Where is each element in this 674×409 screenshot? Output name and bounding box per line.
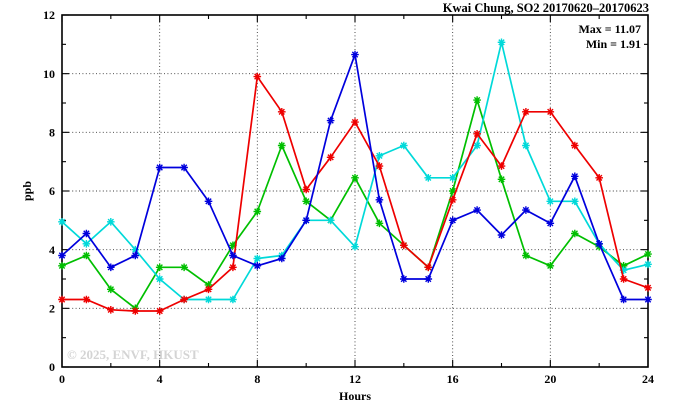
y-tick-label: 4 [49, 243, 55, 257]
y-tick-label: 6 [49, 184, 55, 198]
max-annotation: Max = 11.07 [578, 22, 641, 36]
x-tick-label: 16 [447, 372, 459, 386]
x-tick-label: 0 [59, 372, 65, 386]
watermark-text: © 2025, ENVF, HKUST [67, 347, 199, 362]
red-series-line [62, 75, 649, 312]
blue-series-markers [58, 50, 652, 304]
chart-title: Kwai Chung, SO2 20170620–20170623 [443, 1, 649, 15]
cyan-series-line [61, 41, 649, 301]
x-tick-label: 20 [544, 372, 556, 386]
x-tick-label: 4 [157, 372, 163, 386]
y-axis-label: ppb [20, 181, 34, 201]
y-tick-label: 12 [43, 8, 55, 22]
x-tick-label: 24 [642, 372, 654, 386]
plot-border [61, 14, 649, 368]
y-tick-label: 2 [49, 302, 55, 316]
x-tick-label: 12 [349, 372, 361, 386]
x-axis-label: Hours [339, 389, 371, 403]
y-tick-label: 10 [43, 67, 55, 81]
min-annotation: Min = 1.91 [586, 37, 641, 51]
y-tick-label: 8 [49, 126, 55, 140]
y-tick-label: 0 [49, 360, 55, 374]
red-series-markers [58, 72, 652, 315]
x-tick-label: 8 [254, 372, 260, 386]
